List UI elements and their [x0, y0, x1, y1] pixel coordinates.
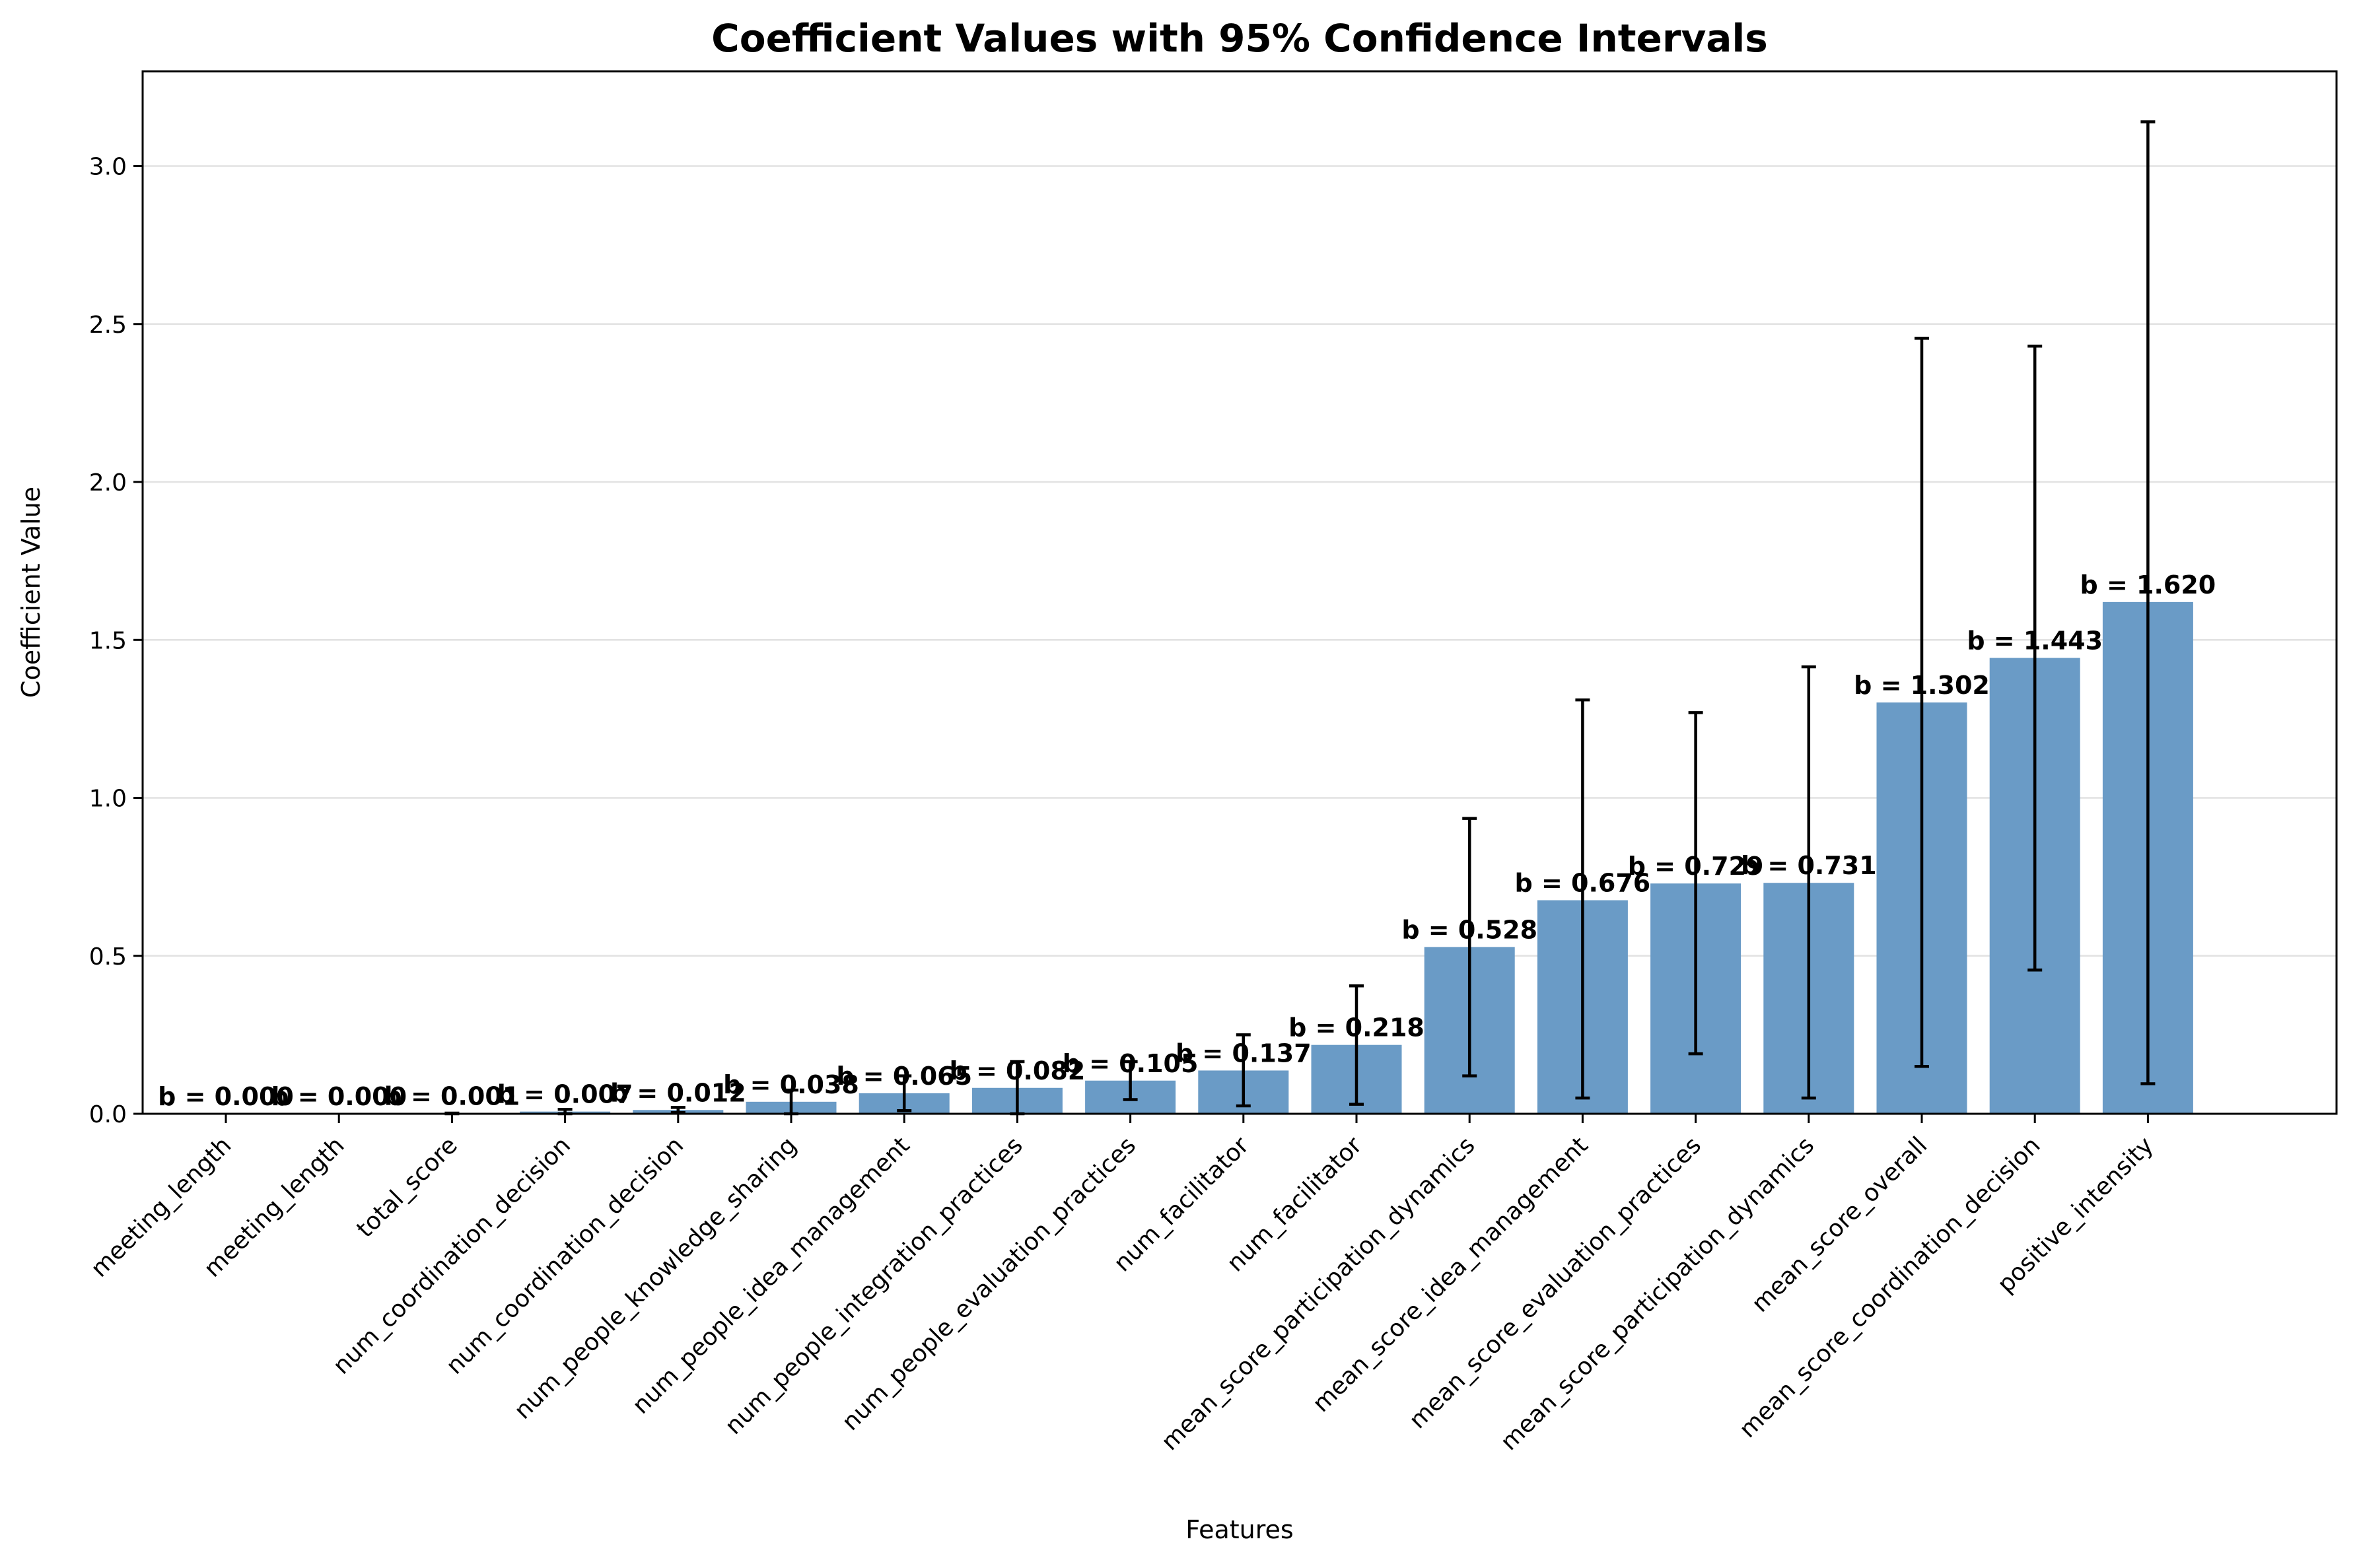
y-tick-label: 1.0	[89, 786, 127, 813]
y-tick-label: 1.5	[89, 627, 127, 654]
y-tick-label: 2.0	[89, 469, 127, 496]
data-label: b = 1.443	[1967, 627, 2103, 656]
data-label: b = 0.731	[1741, 851, 1877, 880]
y-axis-label: Coefficient Value	[17, 487, 46, 698]
y-tick-label: 2.5	[89, 312, 127, 339]
y-tick-label: 3.0	[89, 154, 127, 181]
data-label: b = 1.620	[2080, 570, 2216, 599]
y-tick-label: 0.5	[89, 943, 127, 971]
data-label: b = 1.302	[1854, 671, 1990, 700]
y-tick-label: 0.0	[89, 1101, 127, 1128]
data-label: b = 0.218	[1288, 1013, 1425, 1042]
data-label: b = 0.137	[1176, 1039, 1312, 1068]
chart-title: Coefficient Values with 95% Confidence I…	[711, 16, 1768, 61]
data-label: b = 0.528	[1401, 915, 1537, 944]
x-axis-label: Features	[1185, 1515, 1293, 1544]
